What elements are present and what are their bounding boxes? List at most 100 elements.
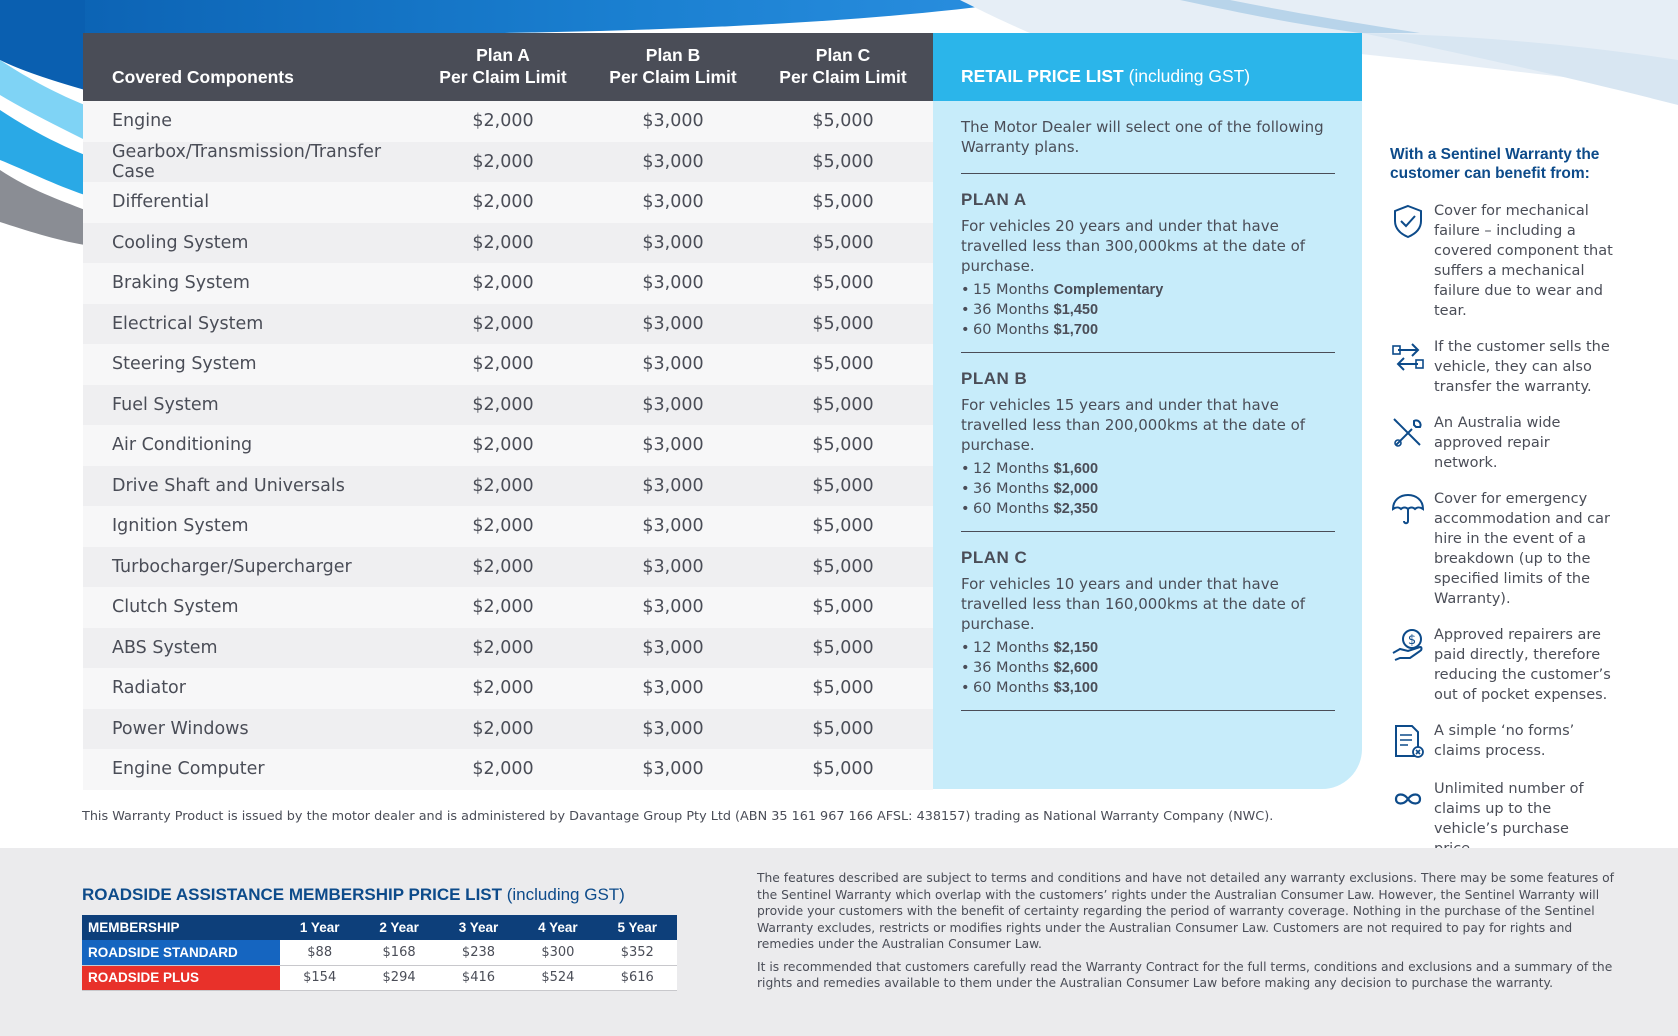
roadside-title-rest: (including GST) [502,885,625,904]
component-cell: Ignition System [112,516,249,537]
retail-intro: The Motor Dealer will select one of the … [961,117,1335,174]
bullet-icon: • [961,322,970,338]
plan-description: For vehicles 20 years and under that hav… [961,217,1306,275]
header-plan-b: Plan B Per Claim Limit [588,44,758,88]
plan-b-limit-cell: $3,000 [642,556,704,577]
retail-title-rest: (including GST) [1123,66,1251,86]
plan-section: PLAN A For vehicles 20 years and under th… [961,174,1335,353]
table-row: Electrical System $2,000 $3,000 $5,000 [83,303,933,344]
roadside-plus-row: ROADSIDE PLUS $154 $294 $416 $524 $616 [82,965,677,991]
component-cell: Steering System [112,354,257,375]
plan-price-item: • 36 Months $2,600 [961,658,1335,678]
header-plan-b-name: Plan B [645,45,701,65]
component-cell: ABS System [112,637,218,658]
infinity-icon [1390,779,1434,859]
roadside-standard-price: $238 [438,940,519,966]
roadside-plus-price: $294 [359,965,439,991]
plan-c-limit-cell: $5,000 [812,678,874,699]
benefit-items: Cover for mechanical failure – including… [1390,201,1665,859]
plan-a-limit-cell: $2,000 [472,192,534,213]
plan-price: $2,600 [1053,660,1099,676]
roadside-header-membership: MEMBERSHIP [82,915,280,940]
plan-term: 36 Months [973,660,1050,676]
plan-title: PLAN C [961,548,1028,567]
plan-price: $3,100 [1053,680,1099,696]
header-plan-a: Plan A Per Claim Limit [418,44,588,88]
benefit-text: Unlimited number of claims up to the veh… [1434,781,1584,857]
plan-c-limit-cell: $5,000 [812,354,874,375]
retail-price-panel: RETAIL PRICE LIST (including GST) The Mo… [933,33,1362,789]
benefit-text: Cover for emergency accommodation and ca… [1434,491,1611,607]
roadside-standard-price: $168 [359,940,439,966]
component-cell: Turbocharger/Supercharger [112,556,352,577]
component-cell: Radiator [112,678,186,699]
plan-c-limit-cell: $5,000 [812,556,874,577]
plan-c-limit-cell: $5,000 [812,111,874,132]
roadside-plus-price: $416 [438,965,519,991]
bullet-icon: • [961,461,970,477]
plan-price: $2,350 [1053,501,1099,517]
plan-b-limit-cell: $3,000 [642,354,704,375]
plan-a-limit-cell: $2,000 [472,678,534,699]
table-row: Cooling System $2,000 $3,000 $5,000 [83,222,933,263]
header-plan-c-limit: Per Claim Limit [779,67,907,87]
roadside-plus-label: ROADSIDE PLUS [82,965,280,991]
plan-a-limit-cell: $2,000 [472,273,534,294]
table-row: Turbocharger/Supercharger $2,000 $3,000 $5,… [83,546,933,587]
plan-c-limit-cell: $5,000 [812,232,874,253]
benefit-text: A simple ‘no forms’ claims process. [1434,723,1575,759]
plan-description: For vehicles 15 years and under that hav… [961,396,1306,454]
header-plan-c: Plan C Per Claim Limit [758,44,928,88]
bullet-icon: • [961,660,970,676]
table-row: Drive Shaft and Universals $2,000 $3,000 $5… [83,465,933,506]
plan-section: PLAN B For vehicles 15 years and under th… [961,353,1335,532]
plan-c-limit-cell: $5,000 [812,475,874,496]
plan-c-limit-cell: $5,000 [812,516,874,537]
plan-c-limit-cell: $5,000 [812,313,874,334]
retail-title-bold: RETAIL PRICE LIST [961,66,1124,86]
retail-price-header: RETAIL PRICE LIST (including GST) [933,33,1362,101]
plan-price: $2,000 [1053,481,1099,497]
plan-c-limit-cell: $5,000 [812,759,874,780]
plan-list: PLAN A For vehicles 20 years and under th… [961,174,1335,711]
plan-c-limit-cell: $5,000 [812,637,874,658]
umbrella-icon [1390,489,1434,609]
plan-price-item: • 36 Months $1,450 [961,300,1335,320]
plan-section: PLAN C For vehicles 10 years and under th… [961,532,1335,711]
plan-term: 36 Months [973,481,1050,497]
benefits-title: With a Sentinel Warranty the customer ca… [1390,146,1600,182]
plan-c-limit-cell: $5,000 [812,718,874,739]
plan-price: Complementary [1053,282,1164,298]
plan-a-limit-cell: $2,000 [472,232,534,253]
bullet-icon: • [961,302,970,318]
benefit-item: Unlimited number of claims up to the veh… [1390,779,1665,859]
component-cell: Engine Computer [112,759,265,780]
bullet-icon: • [961,640,970,656]
roadside-title-bold: ROADSIDE ASSISTANCE MEMBERSHIP PRICE LIS… [82,885,503,904]
benefit-text: Approved repairers are paid directly, th… [1434,627,1611,703]
plan-a-limit-cell: $2,000 [472,597,534,618]
plan-term: 60 Months [973,680,1050,696]
plan-a-limit-cell: $2,000 [472,556,534,577]
benefit-text: If the customer sells the vehicle, they … [1434,339,1610,395]
plan-price-item: • 12 Months $2,150 [961,638,1335,658]
plan-b-limit-cell: $3,000 [642,475,704,496]
bullet-icon: • [961,481,970,497]
roadside-standard-label: ROADSIDE STANDARD [82,940,280,966]
table-row: Power Windows $2,000 $3,000 $5,000 [83,708,933,749]
header-plan-a-limit: Per Claim Limit [439,67,567,87]
benefit-item: $ Approved repairers are paid directly, t… [1390,625,1665,705]
benefit-item: If the customer sells the vehicle, they … [1390,337,1665,397]
retail-price-body: The Motor Dealer will select one of the … [933,101,1362,711]
plan-b-limit-cell: $3,000 [642,111,704,132]
plan-a-limit-cell: $2,000 [472,111,534,132]
plan-c-limit-cell: $5,000 [812,394,874,415]
plan-price: $2,150 [1053,640,1099,656]
benefit-item: Cover for mechanical failure – including… [1390,201,1665,321]
plan-b-limit-cell: $3,000 [642,273,704,294]
bullet-icon: • [961,501,970,517]
plan-price: $1,450 [1053,302,1099,318]
svg-text:$: $ [1408,633,1416,648]
transfer-arrows-icon [1390,337,1434,397]
roadside-standard-price: $352 [597,940,677,966]
